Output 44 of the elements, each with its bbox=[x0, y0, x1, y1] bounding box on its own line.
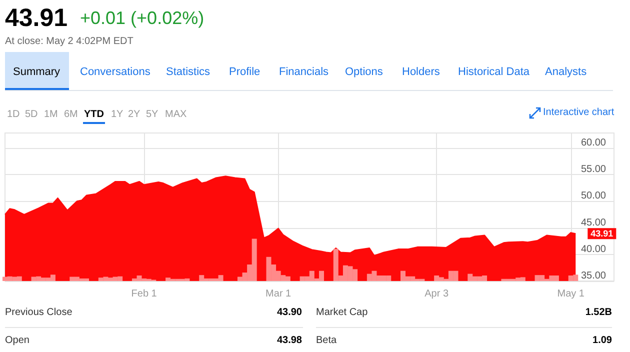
text: 1D bbox=[7, 109, 20, 120]
text: Options bbox=[345, 66, 383, 78]
text: 1Y bbox=[111, 109, 124, 120]
text: Previous Close bbox=[5, 307, 72, 318]
y-tick-label: 45.00 bbox=[580, 217, 606, 228]
y-tick-label: 55.00 bbox=[580, 164, 606, 176]
text: 43.98 bbox=[276, 335, 302, 346]
y-tick-label: 40.00 bbox=[580, 244, 606, 255]
text: Market Cap bbox=[316, 307, 368, 318]
text: Beta bbox=[316, 335, 337, 346]
text: 6M bbox=[64, 109, 78, 120]
text: Financials bbox=[279, 66, 329, 78]
text: Conversations bbox=[80, 66, 150, 78]
text: 5Y bbox=[146, 109, 158, 120]
text: 1.52B bbox=[585, 307, 612, 318]
text: Summary bbox=[13, 66, 60, 78]
text: MAX bbox=[165, 109, 187, 120]
data-label: 43.91 bbox=[590, 228, 614, 239]
y-tick-label: 35.00 bbox=[580, 270, 606, 282]
text: Holders bbox=[402, 66, 440, 78]
text: YTD bbox=[84, 109, 104, 120]
y-tick-label: 60.00 bbox=[580, 137, 606, 148]
bar bbox=[166, 278, 171, 281]
text: Interactive chart bbox=[543, 107, 614, 118]
x-tick-label: Apr 3 bbox=[424, 288, 449, 300]
y-tick-label: 50.00 bbox=[580, 190, 606, 202]
text: Historical Data bbox=[458, 66, 530, 78]
x-tick-label: Feb 1 bbox=[131, 288, 158, 300]
text: Profile bbox=[229, 66, 260, 78]
chart-title: 43.91 bbox=[5, 4, 68, 33]
text: Analysts bbox=[545, 66, 587, 78]
x-tick-label: Mar 1 bbox=[266, 288, 292, 300]
text: 2Y bbox=[128, 109, 140, 120]
text: 1.09 bbox=[592, 335, 612, 346]
bar bbox=[400, 270, 406, 281]
text: 1M bbox=[44, 109, 58, 120]
text: At close: May 2 4:02PM EDT bbox=[5, 36, 134, 47]
text: Statistics bbox=[166, 66, 210, 78]
bar bbox=[468, 274, 473, 281]
text: Open bbox=[5, 335, 30, 346]
text: 43.90 bbox=[276, 307, 302, 318]
x-tick-label: May 1 bbox=[557, 288, 585, 300]
text: 5D bbox=[25, 109, 38, 120]
chart-subtitle: +0.01 (+0.02%) bbox=[80, 8, 204, 29]
